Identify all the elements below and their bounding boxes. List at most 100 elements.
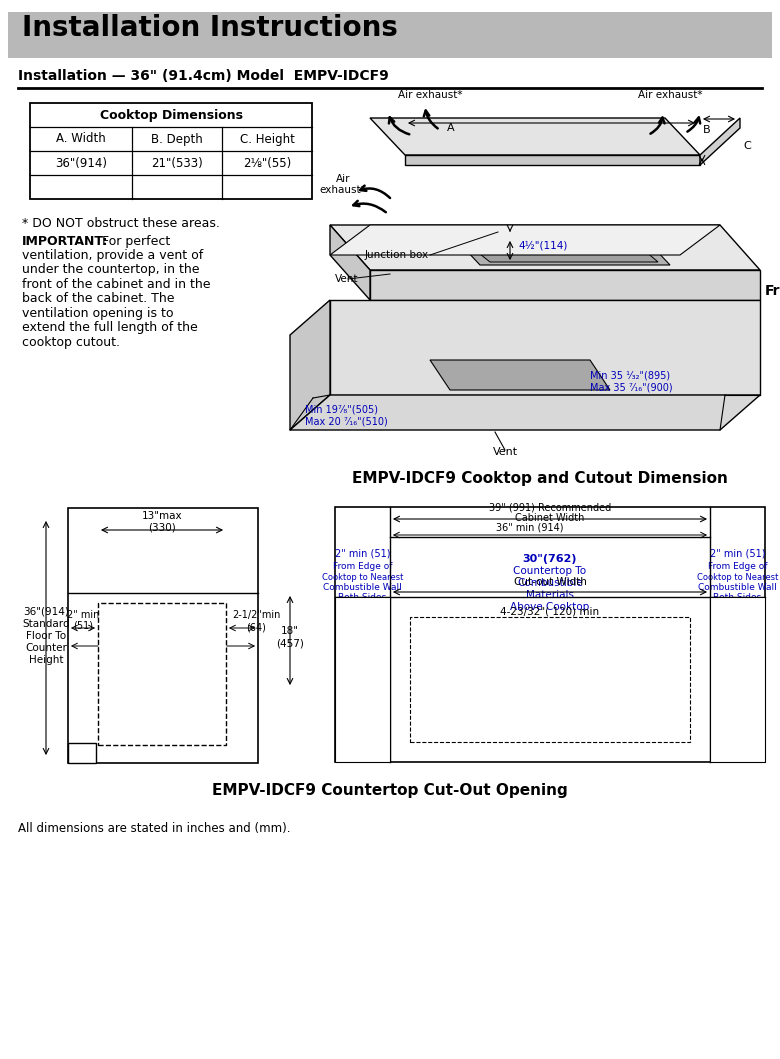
Text: 36"(914): 36"(914) [55,157,107,169]
Bar [335,597,390,762]
Polygon shape [330,225,720,255]
Text: extend the full length of the: extend the full length of the [22,322,198,335]
Text: Height Clearance from the: Height Clearance from the [485,620,615,629]
Bar [68,508,258,762]
Text: ventilation opening is to: ventilation opening is to [22,307,173,320]
Polygon shape [700,118,740,165]
Text: For perfect: For perfect [98,235,170,248]
Bar [68,743,96,762]
Text: cooktop cutout.: cooktop cutout. [22,336,120,349]
Text: Max 35 ⁷⁄₁₆"(900): Max 35 ⁷⁄₁₆"(900) [590,382,672,392]
Bar [98,603,226,744]
Text: Both Sides: Both Sides [714,593,761,602]
Text: Counter: Counter [25,643,67,653]
Text: 24" min: 24" min [153,658,193,668]
Text: under the countertop, in the: under the countertop, in the [22,264,200,276]
Text: Height: Height [29,656,63,665]
Text: Cooktop Dimensions: Cooktop Dimensions [100,108,243,122]
Text: Installation Instructions: Installation Instructions [22,14,398,42]
Text: Air: Air [335,174,350,184]
Text: front of the cabinet and in the: front of the cabinet and in the [22,279,211,291]
Text: oven or other obstruction: oven or other obstruction [488,641,612,651]
Text: 2" min: 2" min [67,610,99,620]
Text: 18": 18" [281,626,299,636]
Polygon shape [330,225,760,270]
Bar [410,617,690,742]
Text: B. Depth: B. Depth [151,132,203,145]
Text: 4-23/32"( 120) min: 4-23/32"( 120) min [501,607,600,617]
Text: Countertop To: Countertop To [513,566,587,576]
Text: OVEN OPENING: OVEN OPENING [499,705,601,718]
Text: C: C [743,141,750,151]
Text: Cut-out Width: Cut-out Width [513,577,587,587]
Text: 13"max: 13"max [142,511,183,521]
Polygon shape [330,300,760,395]
Text: Cabinet Width: Cabinet Width [516,513,585,523]
Text: 2" min (51): 2" min (51) [710,549,765,559]
Text: Materials: Materials [526,590,574,600]
Text: All dimensions are stated in inches and (mm).: All dimensions are stated in inches and … [18,822,290,834]
Text: 2⅛"(55): 2⅛"(55) [243,157,291,169]
Text: 39" (991) Recommended: 39" (991) Recommended [489,503,611,513]
Text: Combustible Wall: Combustible Wall [323,584,402,592]
Polygon shape [330,225,370,300]
Text: Both Sides: Both Sides [339,593,387,602]
Text: ventilation, provide a vent of: ventilation, provide a vent of [22,249,204,262]
Polygon shape [290,395,760,430]
Text: EMPV-IDCF9 Cooktop and Cutout Dimension: EMPV-IDCF9 Cooktop and Cutout Dimension [352,470,728,485]
Text: Vent: Vent [492,447,518,457]
Polygon shape [460,238,658,262]
Text: Cooktop to Nearest: Cooktop to Nearest [697,573,778,582]
Text: countertop to the top of the drawer,: countertop to the top of the drawer, [462,630,639,640]
Text: 2" min (51): 2" min (51) [335,549,390,559]
Bar [335,507,765,762]
Bar [8,12,772,58]
Text: 36"(914): 36"(914) [23,607,69,617]
Text: (610): (610) [159,671,187,681]
Text: A: A [447,123,455,133]
Bar [30,103,312,199]
Text: Junction box: Junction box [365,250,429,261]
Polygon shape [405,155,700,165]
Text: Combustible: Combustible [517,578,583,588]
Text: Max 20 ⁷⁄₁₆"(510): Max 20 ⁷⁄₁₆"(510) [305,417,388,427]
Text: From Edge of: From Edge of [707,562,768,571]
Text: (457): (457) [276,638,304,648]
Polygon shape [370,118,700,155]
Text: 2-1/2"min: 2-1/2"min [232,610,280,620]
Text: Front: Front [765,284,780,298]
Text: Air exhaust*: Air exhaust* [638,90,702,100]
Text: Floor To: Floor To [26,631,66,641]
Text: back of the cabinet. The: back of the cabinet. The [22,292,175,305]
Polygon shape [290,300,330,430]
Text: (51): (51) [73,621,93,631]
Text: Installation — 36" (91.4cm) Model  EMPV-IDCF9: Installation — 36" (91.4cm) Model EMPV-I… [18,69,388,83]
Text: (330): (330) [148,522,176,532]
Polygon shape [450,233,670,265]
Text: 30"(762): 30"(762) [523,554,577,564]
Text: A. Width: A. Width [56,132,106,145]
Text: Combustible Wall: Combustible Wall [698,584,777,592]
Text: From Edge of: From Edge of [333,562,392,571]
Text: * DO NOT obstruct these areas.: * DO NOT obstruct these areas. [22,217,220,230]
Polygon shape [430,360,610,390]
Text: Above Cooktop: Above Cooktop [510,602,590,612]
Text: 36" min (914): 36" min (914) [496,523,564,533]
Text: C. Height: C. Height [239,132,294,145]
Text: Cooktop to Nearest: Cooktop to Nearest [322,573,403,582]
Polygon shape [370,270,760,300]
Text: Standard: Standard [22,620,70,629]
Text: Vent: Vent [335,274,359,284]
Text: Min 35 ¹⁄₃₂"(895): Min 35 ¹⁄₃₂"(895) [590,370,670,380]
Text: Cut-out Depth: Cut-out Depth [128,631,198,641]
Text: EMPV-IDCF9 Countertop Cut-Out Opening: EMPV-IDCF9 Countertop Cut-Out Opening [212,783,568,797]
Text: (64): (64) [246,622,266,632]
Text: Air exhaust*: Air exhaust* [398,90,463,100]
Text: B: B [703,125,711,134]
Text: Min 19⁷⁄₈"(505): Min 19⁷⁄₈"(505) [305,405,378,415]
Text: IMPORTANT:: IMPORTANT: [22,235,108,248]
Text: 4½"(114): 4½"(114) [518,240,567,250]
Text: exhaust*: exhaust* [320,185,367,195]
Text: 21"(533): 21"(533) [151,157,203,169]
Bar [710,597,765,762]
